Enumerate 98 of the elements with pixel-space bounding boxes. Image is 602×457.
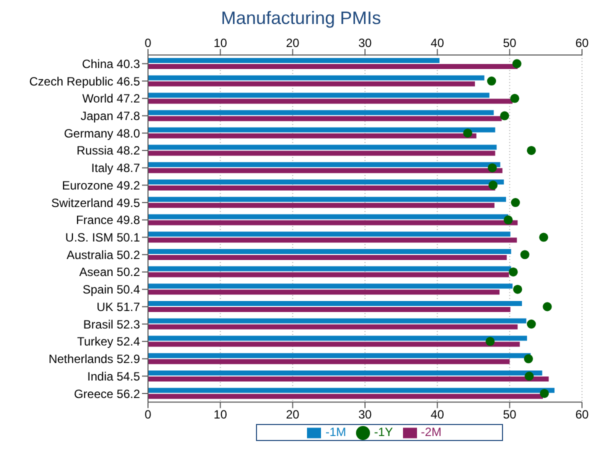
y-tick-label: U.S. ISM 50.1 (65, 230, 140, 245)
x2-tick-label: 30 (358, 408, 372, 422)
y-tick-label: UK 51.7 (96, 300, 140, 314)
bar (148, 370, 542, 376)
bar (148, 180, 504, 185)
bar (148, 342, 520, 347)
legend-label: -2M (420, 425, 442, 440)
x2-tick-label: 50 (502, 408, 517, 422)
point (520, 250, 530, 260)
point (513, 284, 522, 294)
bar (148, 196, 506, 202)
point (508, 267, 518, 276)
point (510, 94, 520, 103)
bar (148, 81, 475, 86)
bar (148, 353, 531, 358)
bar (148, 318, 526, 324)
y-tick-label: Greece 56.2 (74, 386, 140, 401)
point (504, 215, 513, 224)
bar (148, 220, 518, 226)
bar (148, 92, 490, 98)
x2-tick-label: 10 (214, 408, 228, 422)
bar (148, 58, 440, 63)
bar (148, 162, 500, 168)
bar (148, 290, 500, 295)
y-tick-label: Asean 50.2 (79, 265, 140, 280)
bar (148, 388, 555, 393)
y-tick-label: Italy 48.7 (91, 161, 140, 176)
y-tick-label: World 47.2 (82, 92, 140, 106)
y-tick-label: Netherlands 52.9 (48, 352, 140, 366)
x2-tick-label: 0 (144, 408, 152, 422)
x-tick-label: 50 (502, 36, 517, 50)
chart-title: Manufacturing PMIs (220, 8, 382, 29)
point (463, 128, 472, 138)
y-tick-label: Eurozone 49.2 (62, 178, 140, 192)
point (526, 320, 536, 329)
bar (148, 150, 496, 156)
bar (148, 127, 496, 132)
bar (148, 202, 494, 208)
bar (148, 248, 512, 254)
y-tick-label: China 40.3 (82, 56, 140, 71)
point (488, 163, 497, 172)
legend-label: -1M (325, 425, 346, 440)
point (539, 232, 548, 242)
point (524, 354, 533, 364)
bar (148, 301, 522, 306)
bar (148, 359, 510, 364)
y-tick-label: Australia 50.2 (66, 248, 140, 262)
x-tick-label: 60 (575, 36, 589, 50)
bar (148, 284, 513, 289)
x-tick-label: 30 (358, 36, 372, 50)
point (524, 372, 534, 381)
bar (148, 110, 494, 116)
bar (148, 214, 508, 220)
x2-tick-label: 60 (575, 408, 589, 422)
y-tick-label: India 54.5 (87, 369, 140, 384)
bar (148, 64, 518, 69)
bar (148, 324, 518, 330)
bar (148, 238, 517, 243)
point (540, 388, 549, 398)
y-tick-label: France 49.8 (76, 213, 140, 228)
bar (148, 186, 496, 191)
x2-tick-label: 40 (430, 408, 444, 422)
bar (148, 376, 549, 382)
bar (148, 168, 502, 174)
point (510, 198, 520, 208)
y-tick-label: Brasil 52.3 (83, 317, 140, 332)
point (512, 59, 522, 68)
bar (148, 232, 510, 237)
x-tick-label: 20 (286, 36, 300, 50)
bar (148, 272, 509, 278)
bar (148, 75, 484, 80)
y-tick-label: Germany 48.0 (64, 126, 140, 140)
point (542, 302, 552, 312)
bar (148, 394, 543, 399)
y-tick-label: Russia 48.2 (76, 144, 140, 158)
bar (148, 307, 510, 312)
point (488, 180, 498, 190)
x-tick-label: 10 (214, 36, 228, 50)
x2-tick-label: 20 (286, 408, 300, 422)
point (526, 146, 536, 155)
bar (148, 336, 528, 341)
point (487, 76, 496, 86)
bar (148, 144, 497, 150)
bar (148, 98, 513, 104)
bar (148, 116, 502, 122)
x-tick-label: 0 (144, 36, 152, 50)
y-tick-label: Turkey 52.4 (77, 334, 140, 349)
y-tick-label: Czech Republic 46.5 (29, 74, 140, 88)
x-tick-label: 40 (430, 36, 444, 50)
legend-label: -1Y (374, 425, 393, 440)
point (486, 336, 495, 346)
y-tick-label: Switzerland 49.5 (51, 196, 140, 210)
bar (148, 254, 507, 260)
y-tick-label: Spain 50.4 (82, 282, 140, 297)
bar (148, 133, 476, 138)
point (500, 111, 510, 120)
y-tick-label: Japan 47.8 (80, 109, 140, 124)
bar (148, 266, 512, 272)
